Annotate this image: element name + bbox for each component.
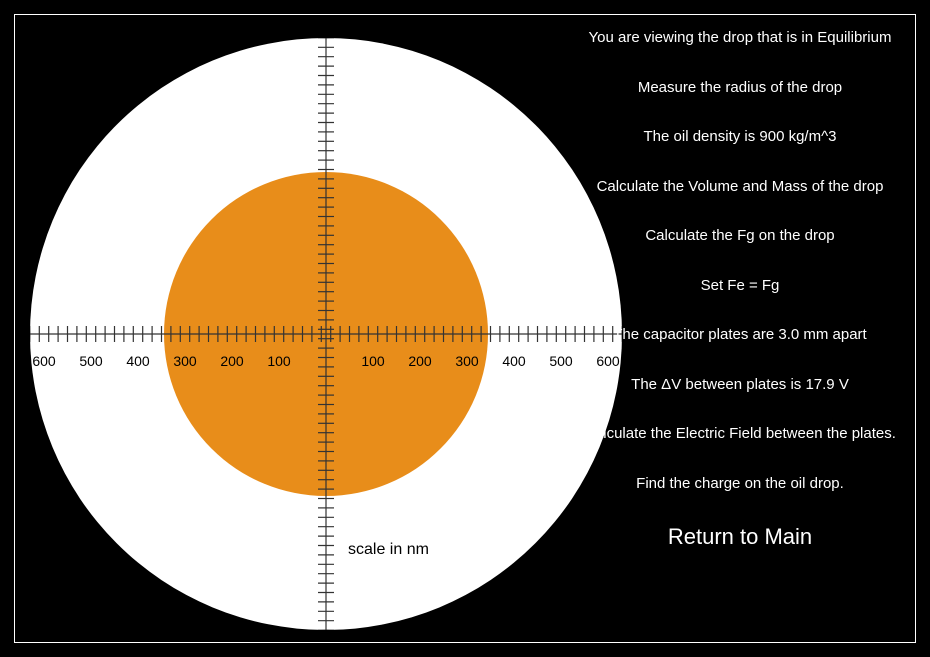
instruction-line: Find the charge on the oil drop. bbox=[560, 474, 920, 494]
axis-label: 400 bbox=[502, 353, 526, 369]
instruction-line: You are viewing the drop that is in Equi… bbox=[560, 28, 920, 48]
microscope-view: 100100200200300300400400500500600600scal… bbox=[14, 14, 634, 643]
axis-label: 300 bbox=[173, 353, 197, 369]
axis-label: 300 bbox=[455, 353, 479, 369]
axis-label: 200 bbox=[408, 353, 432, 369]
instructions-panel: You are viewing the drop that is in Equi… bbox=[560, 28, 920, 552]
axis-label: 600 bbox=[32, 353, 56, 369]
instruction-line: Calculate the Electric Field between the… bbox=[560, 424, 920, 444]
axis-label: 100 bbox=[361, 353, 385, 369]
scale-label: scale in nm bbox=[348, 541, 429, 558]
axis-label: 400 bbox=[126, 353, 150, 369]
instruction-line: The ΔV between plates is 17.9 V bbox=[560, 375, 920, 395]
instruction-line: Calculate the Volume and Mass of the dro… bbox=[560, 177, 920, 197]
scope-svg: 100100200200300300400400500500600600scal… bbox=[14, 14, 634, 643]
return-to-main-link[interactable]: Return to Main bbox=[560, 523, 920, 552]
instruction-line: The oil density is 900 kg/m^3 bbox=[560, 127, 920, 147]
instruction-line: Measure the radius of the drop bbox=[560, 78, 920, 98]
instruction-line: The capacitor plates are 3.0 mm apart bbox=[560, 325, 920, 345]
axis-label: 100 bbox=[267, 353, 291, 369]
axis-label: 200 bbox=[220, 353, 244, 369]
axis-label: 500 bbox=[79, 353, 103, 369]
instruction-line: Set Fe = Fg bbox=[560, 276, 920, 296]
instruction-line: Calculate the Fg on the drop bbox=[560, 226, 920, 246]
